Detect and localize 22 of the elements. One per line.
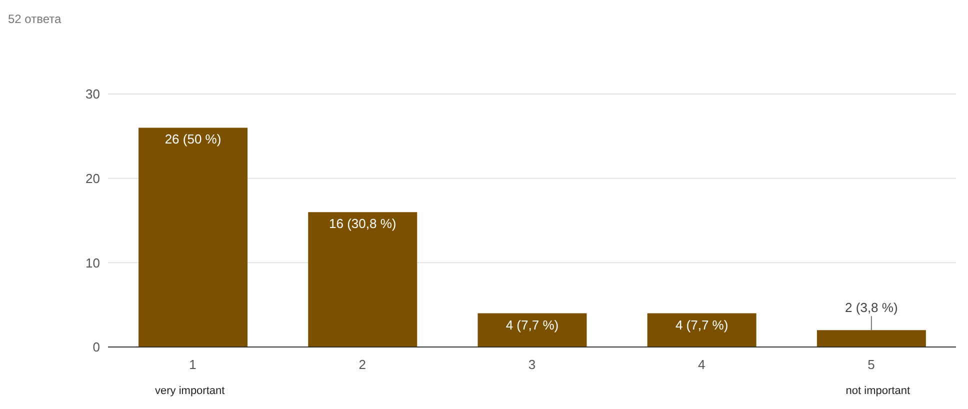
bar (647, 313, 756, 347)
chart-title: 52 ответа (8, 11, 62, 28)
bar (478, 313, 587, 347)
bar (138, 128, 248, 347)
data-label: 26 (50 %) (164, 132, 222, 147)
y-tick-label: 20 (86, 170, 100, 186)
y-tick-label: 30 (86, 86, 100, 102)
y-tick-label: 0 (92, 340, 100, 355)
y-tick-label: 10 (86, 255, 100, 270)
x-tick-label: 1 (189, 357, 196, 372)
data-label: 16 (30,8 %) (329, 216, 396, 232)
x-tick-label: 5 (868, 357, 875, 372)
x-tick-label: 3 (528, 357, 536, 372)
x-tick-label: 4 (698, 357, 706, 372)
x-tick-label: 2 (358, 357, 366, 372)
data-label: 4 (7,7 %) (675, 317, 728, 332)
text: very important (155, 385, 225, 397)
data-label: 4 (7,7 %) (506, 317, 559, 332)
bar (308, 212, 418, 347)
data-label: 2 (3,8 %) (845, 300, 898, 316)
text: not important (846, 385, 910, 397)
bar (816, 330, 926, 347)
